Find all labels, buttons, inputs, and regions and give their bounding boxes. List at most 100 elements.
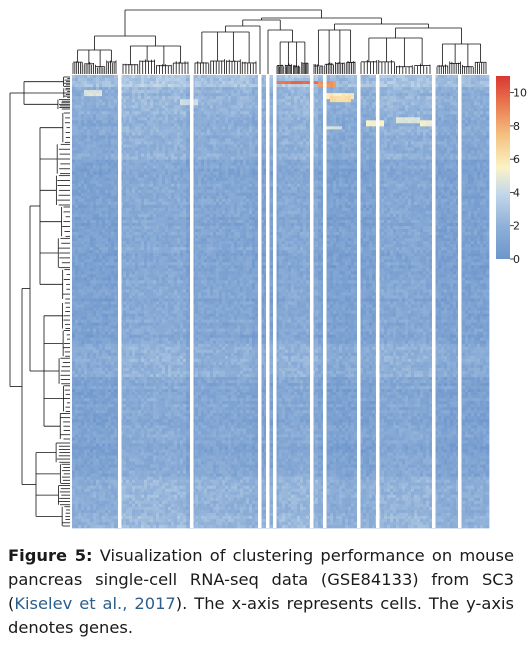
- heatmap-cell: [75, 141, 78, 144]
- heatmap-cell: [261, 147, 264, 150]
- heatmap-cell: [393, 99, 396, 102]
- heatmap-cell: [204, 172, 207, 175]
- heatmap-cell: [270, 117, 273, 120]
- heatmap-cell: [381, 172, 384, 175]
- heatmap-cell: [390, 126, 393, 129]
- heatmap-cell: [219, 90, 222, 93]
- heatmap-cell: [477, 78, 480, 81]
- heatmap-cell: [318, 129, 321, 132]
- heatmap-cell: [234, 90, 237, 93]
- heatmap-cell: [333, 111, 336, 114]
- heatmap-cell: [126, 126, 129, 129]
- heatmap-cell: [81, 90, 84, 93]
- heatmap-cell: [420, 163, 423, 166]
- heatmap-cell: [285, 84, 288, 87]
- heatmap-cell: [240, 138, 243, 141]
- heatmap-cell: [162, 147, 165, 150]
- heatmap-cell: [453, 96, 456, 99]
- heatmap-cell: [93, 87, 96, 90]
- heatmap-cell: [129, 172, 132, 175]
- heatmap-cell: [447, 84, 450, 87]
- heatmap-cell: [435, 114, 438, 117]
- heatmap-cell: [219, 169, 222, 172]
- heatmap-cell: [285, 102, 288, 105]
- heatmap-cell: [252, 172, 255, 175]
- heatmap-cell: [213, 99, 216, 102]
- heatmap-cell: [180, 87, 183, 90]
- heatmap-cell: [111, 81, 114, 84]
- heatmap-cell: [387, 90, 390, 93]
- heatmap-cell: [450, 154, 453, 157]
- heatmap-cell: [234, 114, 237, 117]
- heatmap-cell: [222, 138, 225, 141]
- heatmap-cell: [99, 105, 102, 108]
- heatmap-cell: [213, 154, 216, 157]
- heatmap-cell: [72, 172, 75, 175]
- heatmap-cell: [420, 78, 423, 81]
- heatmap-cell: [102, 81, 105, 84]
- heatmap-cell: [111, 108, 114, 111]
- heatmap-cell: [360, 154, 363, 157]
- heatmap-cell: [132, 87, 135, 90]
- heatmap-cell: [453, 151, 456, 154]
- heatmap-cell: [261, 96, 264, 99]
- heatmap-cell: [72, 147, 75, 150]
- heatmap-cell: [75, 102, 78, 105]
- heatmap-cell: [345, 129, 348, 132]
- heatmap-cell: [438, 163, 441, 166]
- heatmap-cell: [369, 93, 372, 96]
- heatmap-cell: [327, 90, 330, 93]
- heatmap-cell: [249, 96, 252, 99]
- heatmap-cell: [477, 120, 480, 123]
- heatmap-cell: [438, 120, 441, 123]
- heatmap-cell: [147, 166, 150, 169]
- heatmap-cell: [210, 81, 213, 84]
- heatmap-cell: [279, 96, 282, 99]
- heatmap-cell: [405, 154, 408, 157]
- heatmap-cell: [243, 93, 246, 96]
- heatmap-cell: [483, 108, 486, 111]
- heatmap-cell: [339, 111, 342, 114]
- heatmap-cell: [213, 169, 216, 172]
- heatmap-cell: [366, 120, 369, 123]
- heatmap-cell: [177, 123, 180, 126]
- heatmap-cell: [96, 144, 99, 147]
- heatmap-cell: [147, 123, 150, 126]
- heatmap-cell: [351, 154, 354, 157]
- heatmap-cell: [105, 169, 108, 172]
- heatmap-cell: [243, 87, 246, 90]
- heatmap-cell: [204, 90, 207, 93]
- heatmap-cell: [372, 90, 375, 93]
- heatmap-cell: [72, 93, 75, 96]
- heatmap-cell: [75, 105, 78, 108]
- heatmap-cell: [333, 129, 336, 132]
- heatmap-cell: [390, 111, 393, 114]
- heatmap-cell: [222, 84, 225, 87]
- heatmap-cell: [201, 87, 204, 90]
- heatmap-cell: [423, 78, 426, 81]
- heatmap-cell: [474, 169, 477, 172]
- heatmap-cell: [330, 99, 333, 102]
- heatmap-cell: [132, 99, 135, 102]
- heatmap-cell: [255, 105, 258, 108]
- heatmap-cell: [462, 138, 465, 141]
- heatmap-cell: [396, 138, 399, 141]
- heatmap-cell: [315, 120, 318, 123]
- heatmap-cell: [243, 157, 246, 160]
- heatmap-cell: [156, 135, 159, 138]
- heatmap-cell: [255, 172, 258, 175]
- heatmap-cell: [348, 93, 351, 96]
- heatmap-cell: [234, 111, 237, 114]
- heatmap-cell: [246, 93, 249, 96]
- heatmap-cell: [417, 99, 420, 102]
- heatmap-cell: [318, 141, 321, 144]
- heatmap-cell: [447, 154, 450, 157]
- heatmap-cell: [294, 108, 297, 111]
- heatmap-cell: [234, 141, 237, 144]
- heatmap-cell: [396, 87, 399, 90]
- heatmap-cell: [438, 123, 441, 126]
- heatmap-cell: [96, 157, 99, 160]
- heatmap-cell: [426, 160, 429, 163]
- heatmap-cell: [381, 123, 384, 126]
- heatmap-cell: [174, 93, 177, 96]
